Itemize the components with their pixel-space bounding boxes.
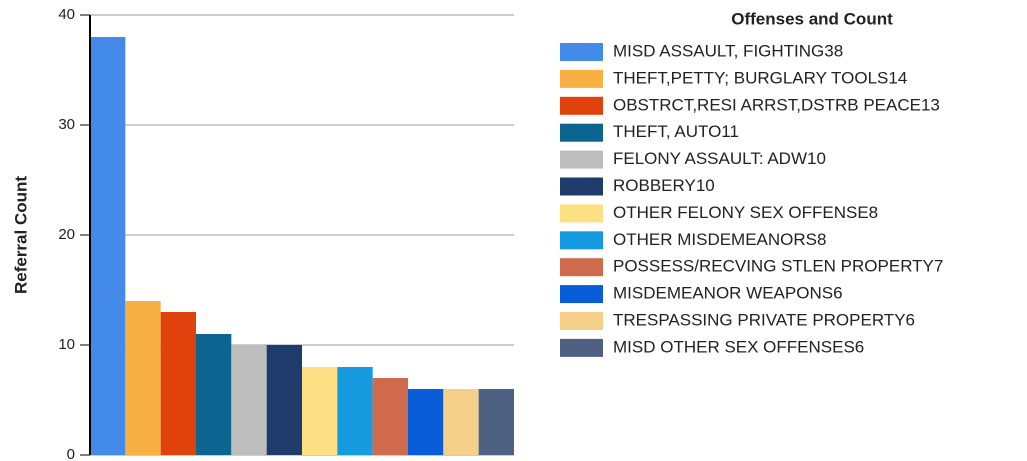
legend-label: ROBBERY10 (613, 176, 715, 195)
legend-label: THEFT, AUTO11 (613, 122, 739, 141)
bar (125, 301, 161, 455)
legend-swatch (560, 96, 603, 115)
legend-swatch (560, 338, 603, 357)
bar (302, 367, 338, 455)
y-tick-label: 30 (58, 116, 75, 133)
legend-swatch (560, 285, 603, 304)
bar (337, 367, 373, 455)
legend-swatch (560, 43, 603, 61)
bar (408, 389, 444, 455)
legend-label: MISD ASSAULT, FIGHTING38 (613, 41, 843, 60)
legend-swatch (560, 204, 603, 223)
y-tick-label: 10 (58, 336, 75, 353)
bar (372, 378, 408, 455)
legend-swatch (560, 312, 603, 330)
legend-label: POSSESS/RECVING STLEN PROPERTY7 (613, 257, 943, 276)
legend-label: OBSTRCT,RESI ARRST,DSTRB PEACE13 (613, 95, 940, 114)
y-tick-label: 20 (58, 226, 75, 243)
legend-swatch (560, 177, 603, 196)
y-axis-title: Referral Count (11, 176, 30, 294)
bar (266, 345, 302, 455)
legend-swatch (560, 231, 603, 250)
y-tick-label: 0 (67, 446, 75, 461)
legend-label: THEFT,PETTY; BURGLARY TOOLS14 (613, 68, 907, 87)
legend-label: MISD OTHER SEX OFFENSES6 (613, 337, 864, 356)
bar (443, 389, 479, 455)
legend-label: MISDEMEANOR WEAPONS6 (613, 284, 843, 303)
legend-label: OTHER FELONY SEX OFFENSE8 (613, 203, 878, 222)
bar (90, 37, 126, 455)
legend-title: Offenses and Count (731, 9, 893, 28)
legend-label: OTHER MISDEMEANORS8 (613, 230, 826, 249)
legend-label: TRESPASSING PRIVATE PROPERTY6 (613, 310, 915, 329)
bar (231, 345, 267, 455)
legend-swatch (560, 69, 603, 88)
legend-swatch (560, 258, 603, 277)
y-tick-label: 40 (58, 6, 75, 23)
bar (196, 334, 232, 455)
legend-swatch (560, 150, 603, 169)
bar (478, 389, 514, 455)
legend-label: FELONY ASSAULT: ADW10 (613, 149, 826, 168)
bar (160, 312, 196, 455)
legend-swatch (560, 123, 603, 142)
